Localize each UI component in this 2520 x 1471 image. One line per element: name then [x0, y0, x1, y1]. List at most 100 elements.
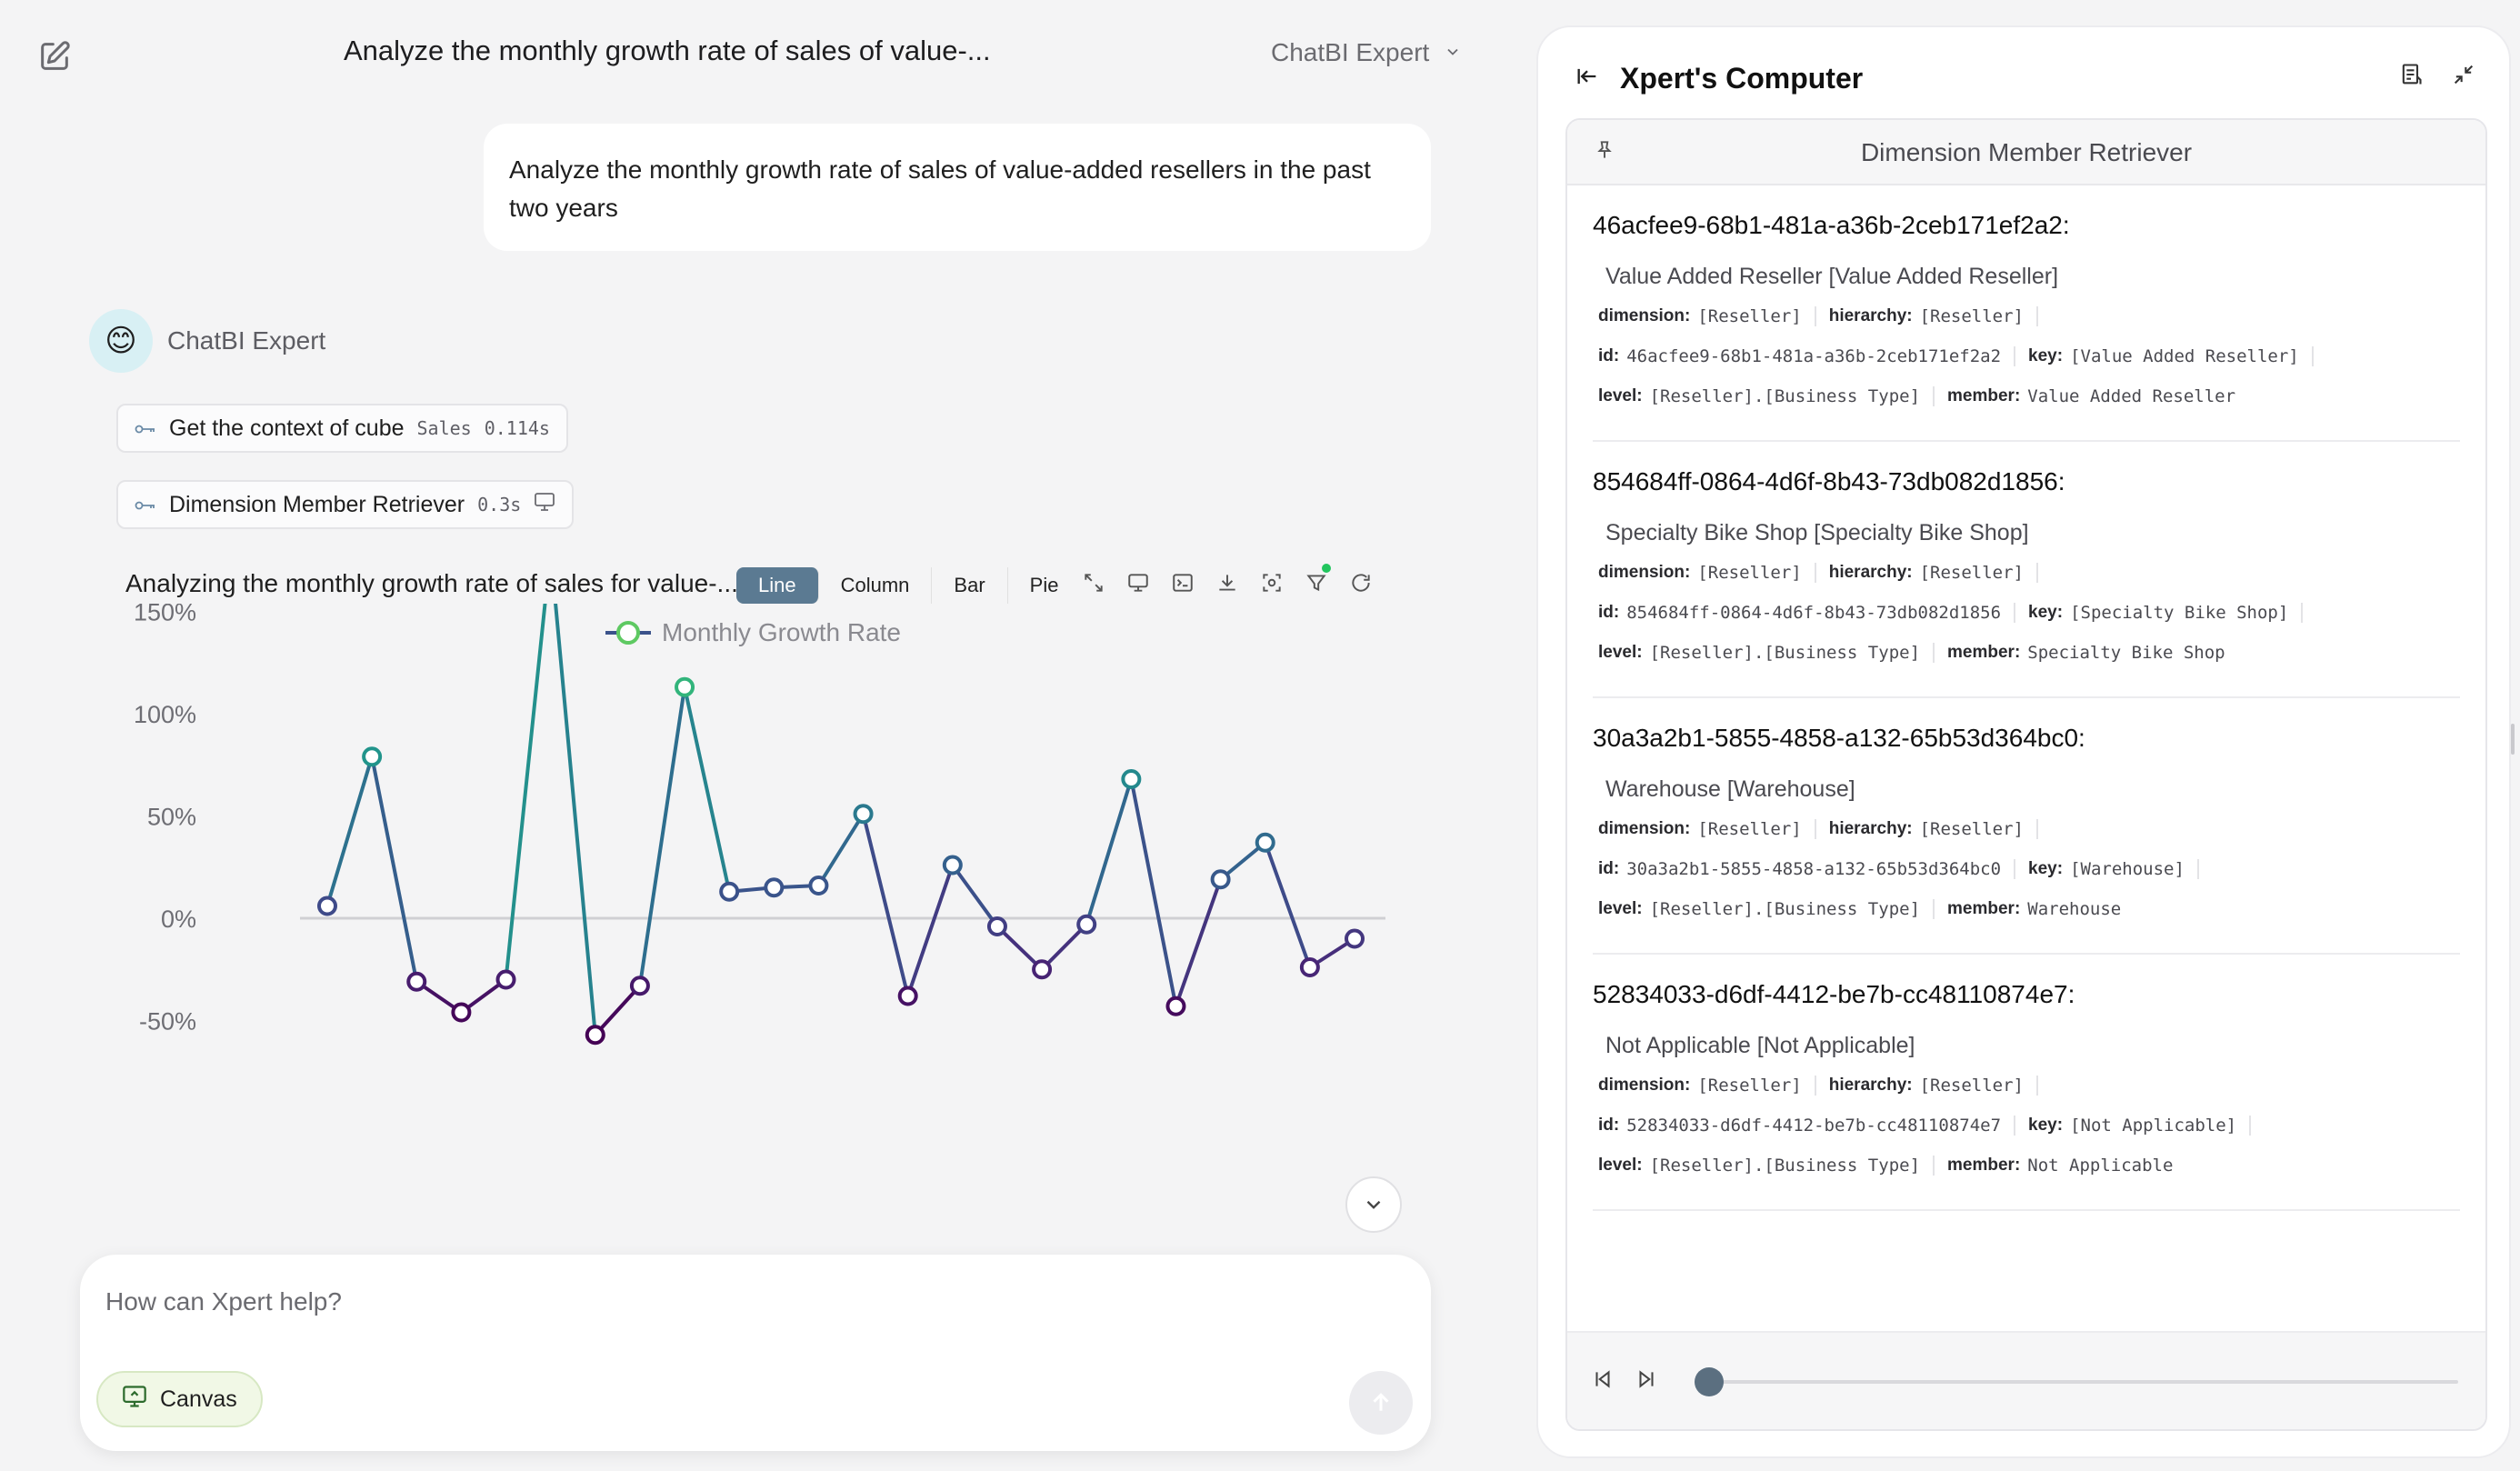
send-button[interactable] — [1349, 1371, 1413, 1435]
data-point[interactable] — [495, 969, 516, 990]
attr-member: member: Specialty Bike Shop — [1947, 643, 2225, 663]
attr-level: level: [Reseller].[Business Type] — [1598, 386, 1935, 406]
chart-type-pie[interactable]: Pie — [1029, 574, 1059, 596]
screen-icon[interactable] — [1123, 567, 1153, 597]
new-chat-icon[interactable] — [36, 38, 73, 75]
document-icon[interactable] — [2398, 62, 2424, 92]
attr-id: id: 46acfee9-68b1-481a-a36b-2ceb171ef2a2 — [1598, 346, 2016, 366]
attr-row: dimension: [Reseller] hierarchy: [Reseller] — [1598, 816, 2460, 843]
attr-hierarchy: hierarchy: [Reseller] — [1829, 819, 2038, 839]
collapse-left-icon[interactable] — [1575, 64, 1600, 94]
screenshot-icon[interactable] — [1256, 567, 1286, 597]
scroll-down-button[interactable] — [1345, 1176, 1402, 1233]
pin-icon[interactable] — [1593, 138, 1616, 166]
attr-member: member: Not Applicable — [1947, 1156, 2174, 1176]
data-point[interactable] — [1255, 832, 1275, 853]
expand-icon[interactable] — [1078, 567, 1108, 597]
data-point[interactable] — [1076, 914, 1097, 935]
series-segment — [1040, 922, 1089, 972]
chevron-down-icon — [1366, 1200, 1381, 1209]
chevron-down-icon — [1444, 38, 1462, 67]
data-point[interactable] — [719, 881, 740, 902]
data-point[interactable] — [406, 971, 427, 992]
data-point[interactable] — [317, 896, 337, 916]
terminal-icon[interactable] — [1167, 567, 1197, 597]
member-caption: Value Added Reseller [Value Added Resell… — [1605, 264, 2059, 289]
message-input[interactable]: How can Xpert help? — [105, 1287, 342, 1316]
series-segment — [861, 812, 910, 998]
attr-id: id: 30a3a2b1-5855-4858-a132-65b53d364bc0 — [1598, 859, 2016, 879]
data-point[interactable] — [629, 976, 650, 996]
attr-row: level: [Reseller].[Business Type] member: V… — [1598, 383, 2460, 410]
data-point[interactable] — [1210, 869, 1231, 890]
playback-track[interactable] — [1702, 1380, 2458, 1384]
member-record: 46acfee9-68b1-481a-a36b-2ceb171ef2a2: Val… — [1593, 185, 2460, 442]
attr-row: id: 52834033-d6df-4412-be7b-cc48110874e7 k… — [1598, 1112, 2460, 1139]
data-point[interactable] — [942, 855, 963, 876]
assistant-avatar: 😊 — [89, 309, 153, 373]
member-uuid: 46acfee9-68b1-481a-a36b-2ceb171ef2a2: — [1593, 211, 2070, 239]
series-segment — [325, 755, 375, 908]
tool-call-dimension-retriever[interactable]: Dimension Member Retriever 0.3s — [116, 480, 575, 529]
series-segment — [905, 863, 955, 998]
model-selector[interactable]: ChatBI Expert — [1271, 38, 1462, 67]
member-caption: Warehouse [Warehouse] — [1605, 776, 1855, 802]
data-point[interactable] — [362, 746, 383, 767]
data-point[interactable] — [986, 916, 1007, 936]
message-composer[interactable]: How can Xpert help? Canvas — [80, 1255, 1431, 1451]
attr-id: id: 854684ff-0864-4d6f-8b43-73db082d1856 — [1598, 603, 2016, 623]
series-segment — [816, 812, 865, 887]
attr-member: member: Value Added Reseller — [1947, 386, 2236, 406]
legend: Monthly Growth Rate — [605, 618, 901, 646]
attr-row: dimension: [Reseller] hierarchy: [Reseller] — [1598, 1072, 2460, 1099]
data-point[interactable] — [585, 1025, 605, 1046]
monitor-icon[interactable] — [534, 492, 555, 518]
data-point[interactable] — [1032, 959, 1053, 980]
attr-dimension: dimension: [Reseller] — [1598, 1076, 1816, 1096]
data-point[interactable] — [1345, 928, 1365, 949]
minimize-icon[interactable] — [2451, 62, 2476, 92]
series-segment — [950, 863, 999, 928]
tool-label: Dimension Member Retriever — [169, 491, 465, 517]
data-point[interactable] — [897, 986, 918, 1006]
download-icon[interactable] — [1212, 567, 1242, 597]
canvas-button[interactable]: Canvas — [96, 1371, 263, 1427]
canvas-icon — [122, 1385, 147, 1415]
tool-key-icon — [135, 492, 156, 518]
tool-tag: Sales — [416, 417, 472, 439]
series-segment — [504, 604, 547, 982]
data-point[interactable] — [1299, 957, 1320, 977]
data-point[interactable] — [808, 876, 829, 896]
growth-line-chart: 200%150%100%50%0%-50%Monthly Growth Rate — [134, 604, 1385, 1046]
playback-handle[interactable] — [1695, 1367, 1724, 1396]
filter-icon[interactable] — [1301, 564, 1331, 597]
chart-type-line[interactable]: Line — [736, 567, 819, 604]
chart-type-switcher: Line Column Bar Pie — [736, 567, 1080, 604]
chart-type-bar[interactable]: Bar — [932, 567, 1008, 604]
data-point[interactable] — [764, 877, 785, 898]
arrow-up-icon — [1373, 1393, 1389, 1411]
data-point[interactable] — [675, 676, 695, 697]
assistant-header: 😊 ChatBI Expert — [89, 309, 325, 373]
attr-row: level: [Reseller].[Business Type] member: N… — [1598, 1152, 2460, 1179]
skip-back-icon[interactable] — [1591, 1367, 1615, 1396]
tool-time: 0.3s — [477, 494, 522, 515]
series-segment — [683, 685, 732, 894]
data-point[interactable] — [1121, 769, 1142, 789]
panel-resize-handle[interactable] — [2511, 724, 2515, 755]
chart-type-column[interactable]: Column — [819, 567, 933, 604]
skip-forward-icon[interactable] — [1635, 1367, 1658, 1396]
series-segment — [995, 925, 1045, 972]
member-records: 46acfee9-68b1-481a-a36b-2ceb171ef2a2: Val… — [1567, 185, 2485, 1211]
series-segment — [554, 604, 597, 1037]
member-uuid: 30a3a2b1-5855-4858-a132-65b53d364bc0: — [1593, 724, 2085, 752]
tool-time: 0.114s — [484, 417, 550, 439]
data-point[interactable] — [1165, 996, 1186, 1016]
chart-heading: Analyzing the monthly growth rate of sal… — [125, 569, 738, 597]
member-uuid: 854684ff-0864-4d6f-8b43-73db082d1856: — [1593, 467, 2065, 495]
data-point[interactable] — [853, 804, 874, 825]
tool-call-get-context[interactable]: Get the context of cube Sales 0.114s — [116, 404, 568, 453]
data-point[interactable] — [451, 1002, 472, 1023]
attr-hierarchy: hierarchy: [Reseller] — [1829, 1076, 2038, 1096]
refresh-icon[interactable] — [1345, 567, 1375, 597]
